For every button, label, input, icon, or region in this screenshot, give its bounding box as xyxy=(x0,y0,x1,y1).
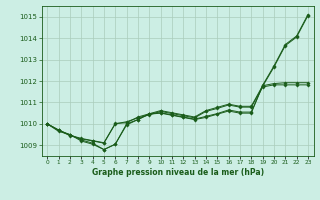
X-axis label: Graphe pression niveau de la mer (hPa): Graphe pression niveau de la mer (hPa) xyxy=(92,168,264,177)
